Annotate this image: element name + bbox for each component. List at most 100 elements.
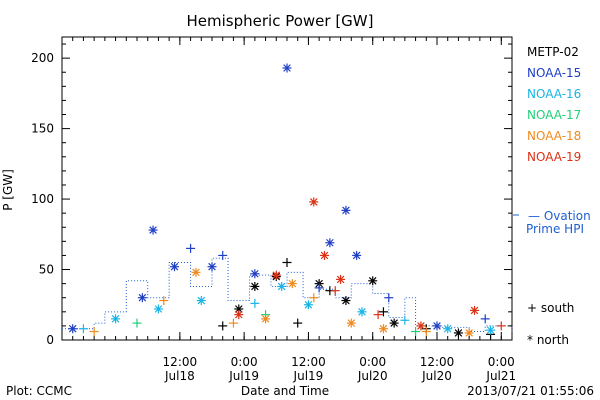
x-tick-date: Jul20 bbox=[357, 369, 388, 383]
y-tick-label: 100 bbox=[31, 192, 54, 206]
legend: METP-02 NOAA-15 NOAA-16 NOAA-17 NOAA-18 NOAA-… bbox=[527, 45, 581, 164]
point-noaa-18-south bbox=[89, 327, 99, 337]
point-metp-02-north bbox=[250, 281, 260, 291]
point-noaa-16-north bbox=[277, 281, 287, 291]
legend-noaa-16: NOAA-16 bbox=[527, 87, 581, 101]
x-tick-time: 12:00 bbox=[291, 355, 326, 369]
point-noaa-16-south bbox=[78, 324, 88, 334]
point-noaa-19-south bbox=[496, 321, 506, 331]
point-noaa-19-north bbox=[470, 305, 479, 315]
point-noaa-15-north bbox=[325, 238, 335, 248]
point-noaa-18-south bbox=[159, 296, 169, 306]
x-tick-date: Jul21 bbox=[485, 369, 516, 383]
point-metp-02-south bbox=[378, 307, 388, 317]
plot-area bbox=[61, 36, 513, 341]
point-metp-02-south bbox=[293, 318, 303, 328]
point-noaa-16-north bbox=[196, 296, 206, 306]
x-tick-date: Jul19 bbox=[293, 369, 324, 383]
y-axis-ticks: 0 50 100 150 200 bbox=[31, 43, 512, 347]
point-noaa-15-north bbox=[250, 269, 260, 279]
point-metp-02-north bbox=[453, 328, 463, 338]
y-tick-label: 150 bbox=[31, 122, 54, 136]
legend-noaa-18: NOAA-18 bbox=[527, 129, 581, 143]
south-legend: + south bbox=[527, 301, 574, 315]
x-axis-label: Date and Time bbox=[241, 384, 329, 398]
point-noaa-15-south bbox=[384, 293, 394, 303]
x-tick-time: 12:00 bbox=[163, 355, 198, 369]
x-tick-date: Jul19 bbox=[228, 369, 259, 383]
x-axis-ticks: 12:00Jul180:00Jul1912:00Jul190:00Jul2012… bbox=[61, 37, 516, 383]
legend-metp-02: METP-02 bbox=[527, 45, 579, 59]
x-tick-time: 12:00 bbox=[420, 355, 455, 369]
point-noaa-15-north bbox=[68, 324, 78, 334]
point-noaa-16-north bbox=[357, 307, 367, 317]
ovation-hpi-line bbox=[62, 257, 513, 333]
point-noaa-18-north bbox=[261, 314, 271, 324]
point-metp-02-north bbox=[368, 276, 378, 286]
point-noaa-15-north bbox=[432, 321, 442, 331]
point-noaa-18-south bbox=[309, 293, 319, 303]
point-metp-02-south bbox=[218, 321, 228, 331]
point-noaa-15-north bbox=[148, 225, 158, 235]
footer-timestamp: 2013/07/21 01:55:06 bbox=[467, 384, 594, 398]
point-noaa-18-south bbox=[228, 318, 238, 328]
x-tick-time: 0:00 bbox=[488, 355, 515, 369]
data-points bbox=[68, 63, 506, 339]
legend-noaa-19: NOAA-19 bbox=[527, 150, 581, 164]
point-noaa-15-south bbox=[314, 283, 324, 293]
point-noaa-15-north bbox=[170, 262, 179, 272]
chart-title: Hemispheric Power [GW] bbox=[187, 12, 374, 30]
point-noaa-15-north bbox=[137, 293, 147, 303]
x-tick-date: Jul20 bbox=[421, 369, 452, 383]
legend-noaa-17: NOAA-17 bbox=[527, 108, 581, 122]
point-noaa-16-north bbox=[443, 324, 453, 334]
point-noaa-17-south bbox=[411, 327, 421, 337]
point-noaa-16-north bbox=[111, 314, 121, 324]
point-noaa-19-north bbox=[320, 250, 329, 260]
legend-noaa-15: NOAA-15 bbox=[527, 66, 581, 80]
point-noaa-15-south bbox=[218, 250, 228, 260]
point-noaa-19-north bbox=[309, 197, 319, 207]
point-noaa-18-south bbox=[421, 327, 431, 337]
point-noaa-18-north bbox=[378, 324, 388, 334]
point-metp-02-south bbox=[282, 257, 292, 267]
point-noaa-19-north bbox=[234, 310, 244, 320]
point-noaa-18-north bbox=[464, 328, 474, 338]
point-noaa-16-south bbox=[250, 298, 260, 308]
plot-frame bbox=[61, 36, 513, 341]
point-noaa-18-north bbox=[191, 267, 201, 277]
point-noaa-15-south bbox=[186, 243, 196, 253]
point-noaa-15-south bbox=[480, 314, 490, 324]
point-noaa-15-north bbox=[207, 262, 217, 272]
point-noaa-15-north bbox=[282, 63, 292, 73]
ovation-legend-line2: Prime HPI bbox=[526, 222, 584, 236]
x-tick-date: Jul18 bbox=[164, 369, 195, 383]
y-tick-label: 0 bbox=[46, 333, 54, 347]
footer-plot-credit: Plot: CCMC bbox=[6, 384, 72, 398]
point-noaa-19-south bbox=[330, 286, 340, 296]
point-metp-02-north bbox=[389, 318, 399, 328]
north-legend: * north bbox=[527, 333, 569, 347]
y-axis-label: P [GW] bbox=[1, 169, 15, 211]
x-tick-time: 0:00 bbox=[359, 355, 386, 369]
point-noaa-17-south bbox=[132, 318, 142, 328]
y-tick-label: 200 bbox=[31, 51, 54, 65]
point-noaa-16-south bbox=[400, 315, 410, 325]
point-noaa-19-north bbox=[416, 321, 426, 331]
point-noaa-16-north bbox=[486, 325, 496, 335]
point-noaa-19-north bbox=[336, 274, 346, 284]
point-metp-02-north bbox=[341, 296, 351, 306]
point-noaa-16-north bbox=[153, 304, 163, 314]
point-noaa-16-north bbox=[303, 300, 313, 310]
ovation-legend-line1: — Ovation bbox=[528, 209, 591, 223]
point-noaa-19-south bbox=[373, 310, 383, 320]
point-noaa-18-north bbox=[346, 318, 356, 328]
point-noaa-15-north bbox=[341, 205, 351, 215]
x-tick-time: 0:00 bbox=[231, 355, 258, 369]
point-noaa-18-north bbox=[287, 279, 297, 289]
y-tick-label: 50 bbox=[39, 263, 54, 277]
ovation-hpi-path bbox=[62, 257, 513, 333]
point-noaa-15-north bbox=[352, 250, 362, 260]
point-noaa-19-north bbox=[271, 270, 281, 280]
